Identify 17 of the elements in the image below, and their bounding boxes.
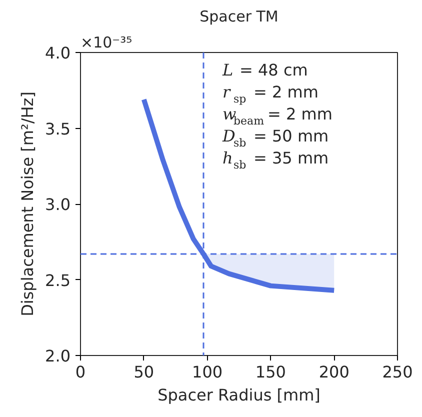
x-tick-label: 50 [134,362,154,382]
y-tick-label: 3.5 [45,119,71,138]
annotation: L = 48 cm [222,60,308,80]
x-tick-label: 250 [382,362,413,382]
y-tick-label: 4.0 [45,44,71,62]
text: ×10⁻³⁵ [80,34,132,52]
x-tick-label: 100 [192,362,223,382]
y-axis-title: Displacement Noise [m²/Hz] [18,92,38,316]
y-tick-label: 2.0 [45,346,71,366]
y-tick-label: 2.5 [45,270,71,290]
x-tick-label: 0 [75,362,86,382]
x-tick-label: 200 [318,362,350,382]
annotation: rsp = 2 mm [222,82,318,106]
x-tick-label: 150 [255,362,286,382]
chart-title: Spacer TM [200,8,278,26]
y-tick-label: 3.0 [45,195,71,214]
x-axis-title: Spacer Radius [mm] [158,386,320,404]
